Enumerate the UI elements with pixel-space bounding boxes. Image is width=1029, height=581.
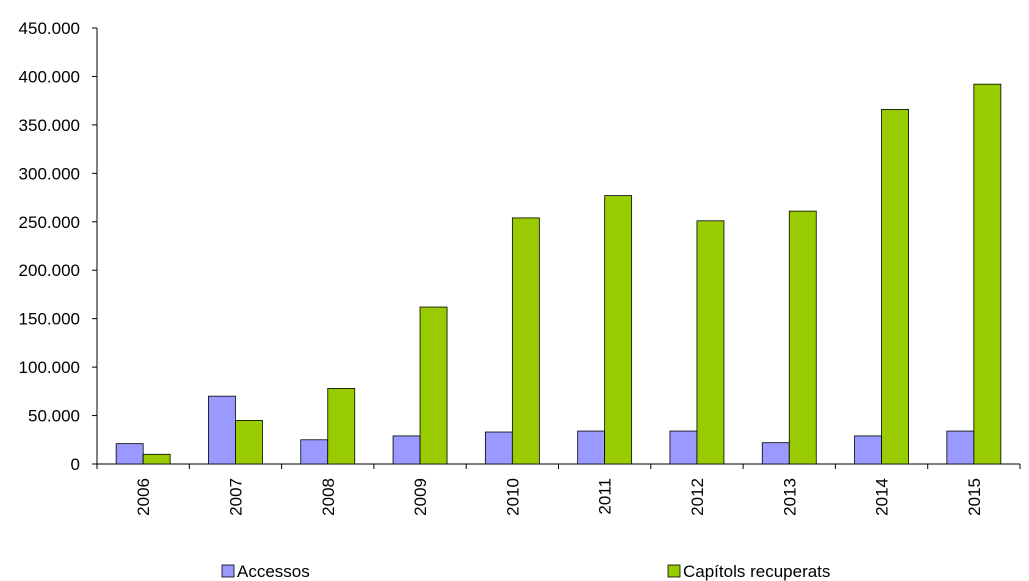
x-tick-label: 2015 <box>965 478 984 516</box>
legend-swatch <box>667 564 681 578</box>
legend-swatch <box>221 564 235 578</box>
y-tick-label: 450.000 <box>19 19 80 38</box>
y-tick-label: 350.000 <box>19 116 80 135</box>
y-tick-label: 150.000 <box>19 310 80 329</box>
bar-capitols-2008 <box>327 388 356 465</box>
y-axis: 0 50.000 100.000 150.000 200.000 250.000 300.0… <box>19 19 98 474</box>
bar-capitols-2014 <box>881 108 909 465</box>
x-tick-label: 2010 <box>503 478 522 516</box>
x-tick-label: 2007 <box>226 478 245 516</box>
bar-accessos-2009 <box>392 435 421 465</box>
bar-accessos-2013 <box>761 442 790 465</box>
x-tick-label: 2014 <box>873 478 892 516</box>
bar-capitols-2011 <box>604 195 633 465</box>
y-tick-label: 50.000 <box>28 407 80 426</box>
bar-capitols-2006 <box>142 453 171 465</box>
bar-capitols-2013 <box>788 210 817 465</box>
bar-capitols-2007 <box>235 419 263 465</box>
bar-accessos-2015 <box>946 430 975 465</box>
bar-capitols-2012 <box>696 220 725 465</box>
bars <box>115 83 1002 465</box>
bar-accessos-2008 <box>300 439 329 465</box>
legend: Accessos Capítols recuperats <box>221 562 830 581</box>
x-tick-label: 2006 <box>134 478 153 516</box>
x-axis: 2006 2007 2008 2009 2010 2011 2012 2013 2014 2015 <box>96 463 1021 516</box>
bar-capitols-2009 <box>419 306 448 465</box>
y-tick-label: 250.000 <box>19 213 80 232</box>
bar-accessos-2011 <box>577 430 606 465</box>
y-tick-label: 0 <box>71 455 80 474</box>
bar-accessos-2010 <box>484 431 513 465</box>
bar-capitols-2015 <box>973 83 1002 465</box>
x-tick-label: 2008 <box>319 478 338 516</box>
y-tick-label: 100.000 <box>19 358 80 377</box>
bar-accessos-2014 <box>854 435 882 465</box>
y-tick-label: 300.000 <box>19 164 80 183</box>
x-tick-label: 2013 <box>780 478 799 516</box>
bar-accessos-2007 <box>208 395 236 465</box>
y-tick-label: 200.000 <box>19 261 80 280</box>
x-tick-label: 2009 <box>411 478 430 516</box>
bar-accessos-2006 <box>115 443 144 465</box>
y-tick-label: 400.000 <box>19 67 80 86</box>
x-tick-label: 2011 <box>596 478 615 515</box>
bar-accessos-2012 <box>669 430 698 465</box>
x-tick-label: 2012 <box>688 478 707 516</box>
bar-capitols-2010 <box>511 217 540 465</box>
legend-label: Capítols recuperats <box>683 562 830 581</box>
legend-label: Accessos <box>237 562 310 581</box>
